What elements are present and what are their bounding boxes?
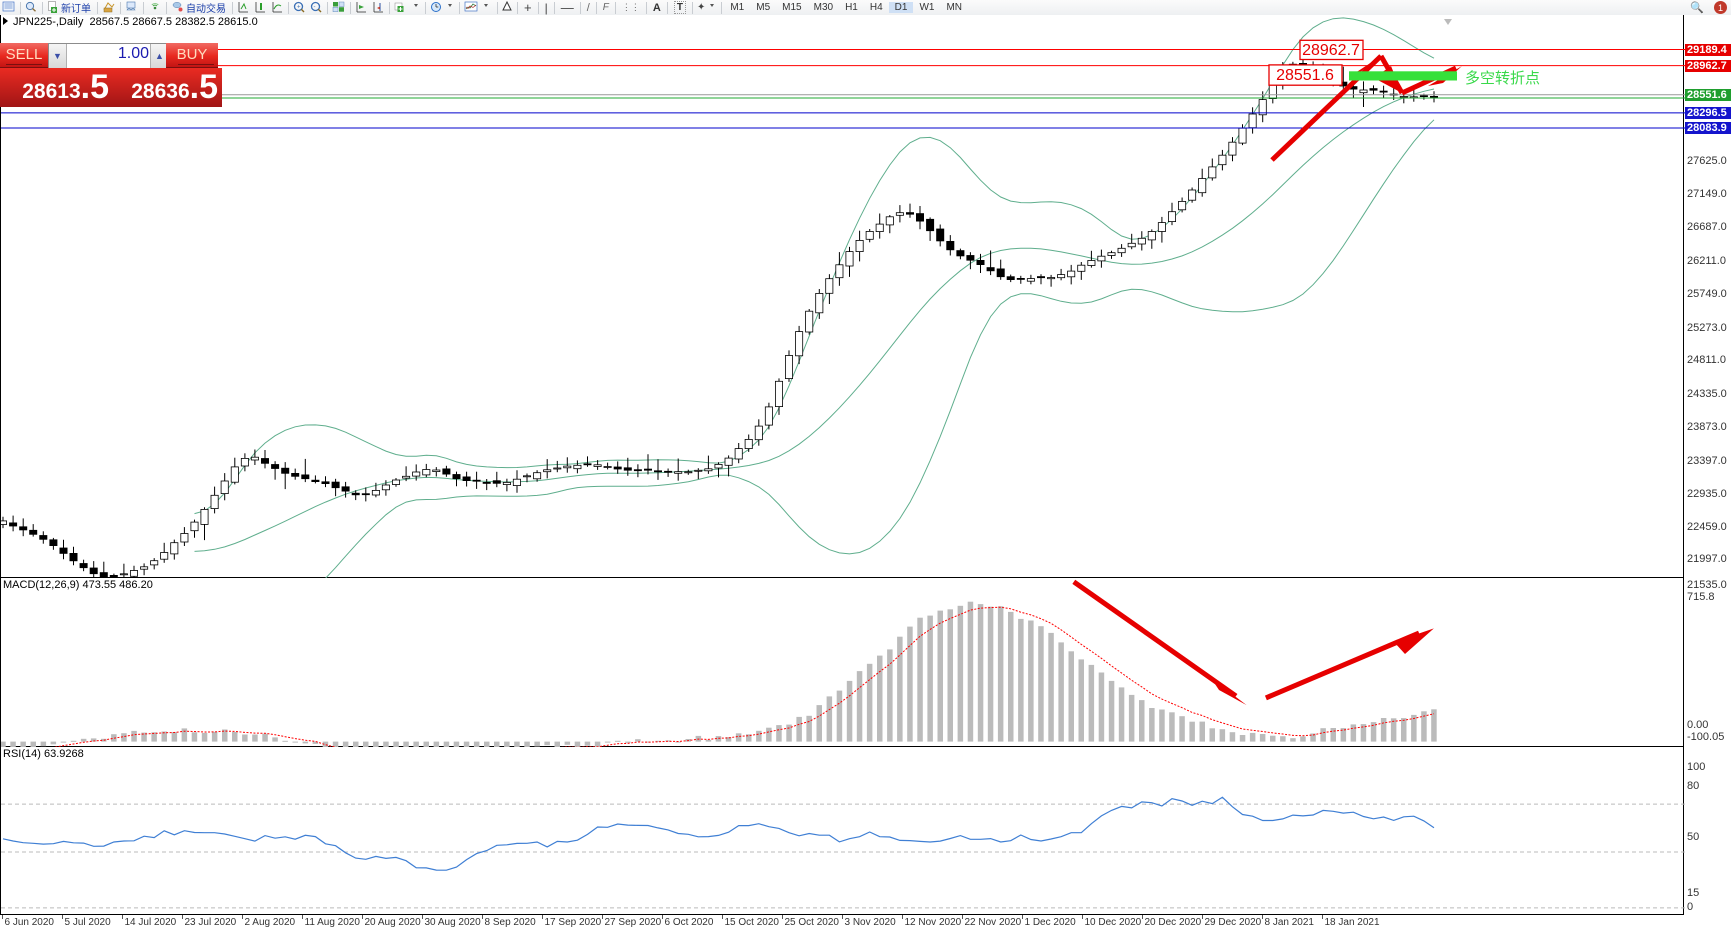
svg-text:多空转折点: 多空转折点 bbox=[1465, 70, 1540, 87]
svg-text:-: - bbox=[314, 5, 316, 11]
svg-text:28551.6: 28551.6 bbox=[1276, 67, 1334, 84]
svg-text:28962.7: 28962.7 bbox=[1302, 42, 1360, 59]
svg-text:+: + bbox=[297, 5, 301, 11]
